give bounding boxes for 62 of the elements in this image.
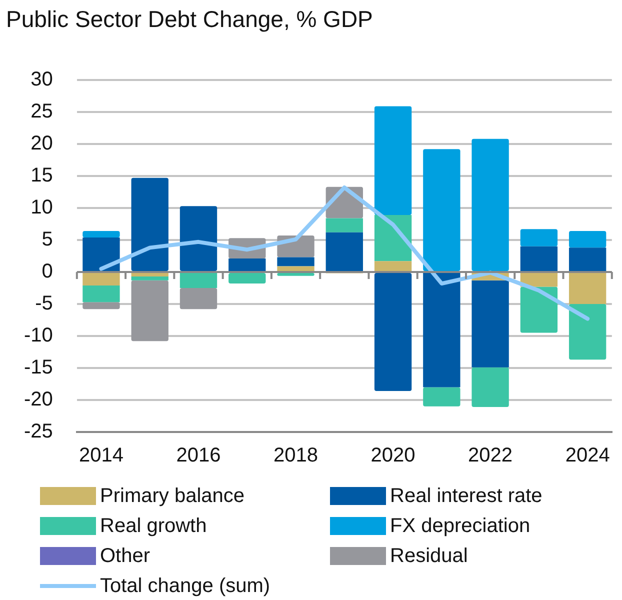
bar — [228, 273, 266, 284]
y-tick-label: 20 — [30, 132, 53, 155]
x-tick-label: 2020 — [370, 444, 416, 467]
bar — [82, 302, 120, 310]
bar — [520, 273, 558, 287]
bar — [374, 106, 412, 216]
bar — [228, 258, 266, 271]
bar — [326, 218, 363, 232]
y-tick-label: 10 — [30, 196, 53, 219]
bar — [568, 248, 606, 271]
legend-label: Total change (sum) — [100, 574, 270, 598]
bar — [277, 266, 314, 271]
y-tick-label: 30 — [30, 68, 53, 91]
y-tick-label: -20 — [24, 388, 53, 411]
x-tick-label: 2018 — [274, 444, 318, 467]
bar — [568, 304, 606, 360]
bar — [472, 280, 509, 368]
bar — [131, 280, 168, 342]
bar — [472, 138, 509, 271]
bar — [180, 206, 218, 271]
bar — [326, 232, 363, 271]
y-tick-label: 25 — [30, 100, 53, 123]
bar — [423, 149, 460, 271]
bar — [131, 273, 168, 276]
chart-title: Public Sector Debt Change, % GDP — [6, 6, 373, 33]
y-tick-label: 15 — [30, 164, 53, 187]
bar — [82, 285, 120, 302]
bar — [277, 273, 314, 276]
bar — [180, 288, 218, 310]
bar — [131, 178, 168, 271]
bar — [472, 367, 509, 408]
y-tick-label: 5 — [42, 228, 53, 251]
bar — [568, 273, 606, 304]
legend-label: Real interest rate — [390, 484, 542, 508]
x-tick-label: 2016 — [176, 444, 221, 467]
bar — [568, 231, 606, 248]
bar — [374, 273, 412, 392]
legend-label: Primary balance — [100, 484, 245, 508]
legend-label: FX depreciation — [390, 514, 530, 538]
bar — [520, 229, 558, 246]
bar — [82, 231, 120, 238]
bar — [520, 246, 558, 271]
y-tick-label: -5 — [35, 292, 53, 315]
legend-label: Other — [100, 544, 150, 568]
bar — [520, 286, 558, 333]
bar — [82, 273, 120, 286]
y-tick-label: -15 — [24, 356, 53, 379]
legend-label: Residual — [390, 544, 468, 568]
bar — [423, 273, 460, 388]
y-tick-label: 0 — [42, 260, 53, 283]
y-tick-label: -25 — [24, 420, 53, 443]
legend-label: Real growth — [100, 514, 207, 538]
x-tick-label: 2024 — [565, 444, 610, 467]
bar — [82, 237, 120, 271]
bar — [131, 276, 168, 280]
y-tick-label: -10 — [24, 324, 53, 347]
x-tick-label: 2022 — [468, 444, 513, 467]
bar — [374, 261, 412, 271]
bar — [180, 273, 218, 288]
bar — [277, 257, 314, 266]
bar — [423, 387, 460, 406]
x-tick-label: 2014 — [78, 444, 124, 467]
